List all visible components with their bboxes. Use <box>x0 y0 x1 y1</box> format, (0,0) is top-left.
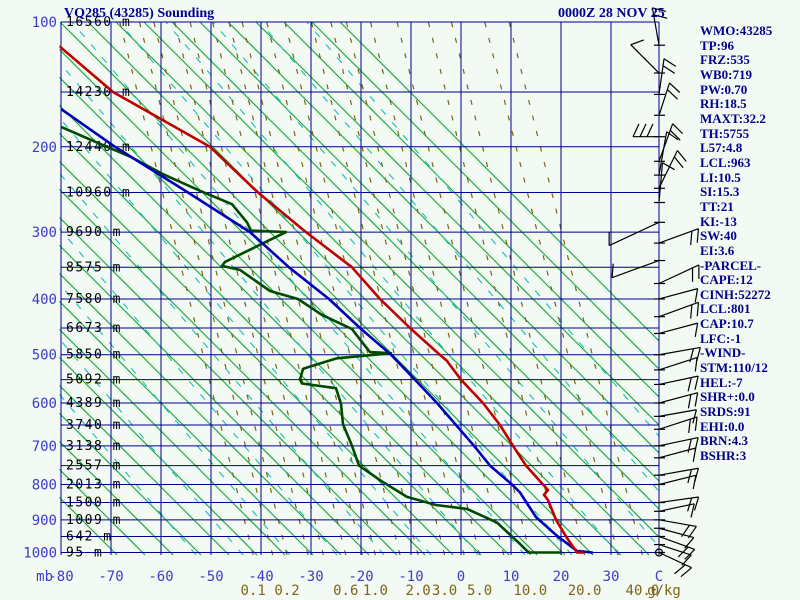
height-label: 5092 m <box>66 373 122 388</box>
mixing-ratio-label: 20.0 <box>568 583 602 599</box>
stat-line: STM:110/12 <box>700 360 768 376</box>
chart-title: VQ285 (43285) Sounding <box>64 6 215 21</box>
mixing-ratio-label: 0.2 <box>274 583 299 599</box>
mixing-ratio-lines <box>119 22 643 556</box>
station-marker <box>654 548 664 557</box>
pressure-tick-label: 700 <box>32 439 57 455</box>
mixing-ratio-label: 1.0 <box>363 583 388 599</box>
height-label: 10960 m <box>66 186 131 201</box>
pressure-tick-label: 600 <box>32 396 57 412</box>
pressure-tick-label: 500 <box>32 348 57 364</box>
mixing-ratio-labels: 0.1 0.2 0.6 1.0 2.0 3.0 5.0 10.0 20.0 40.0g/kg <box>240 583 680 599</box>
mixing-ratio-label: 2.0 <box>405 583 430 599</box>
stat-line: WMO:43285 <box>700 23 773 38</box>
mixing-ratio-label: 5.0 <box>467 583 492 599</box>
temp-tick-label: 30 <box>603 569 620 585</box>
pressure-tick-label: 900 <box>32 513 57 529</box>
wind-barbs <box>608 7 701 578</box>
height-label: 14230 m <box>66 85 131 100</box>
temp-tick-label: -70 <box>98 569 123 585</box>
sounding-datetime: 0000Z 28 NOV 25 <box>558 6 665 21</box>
pressure-unit-label: mb <box>36 569 53 585</box>
temp-unit-label: C <box>655 569 663 585</box>
temp-tick-label: 10 <box>503 569 520 585</box>
stat-line: PW:0.70 <box>700 81 748 97</box>
height-label: 642 m <box>66 529 113 544</box>
height-label: 2013 m <box>66 478 122 493</box>
pressure-labels: 100 200 300 400 500 600 700 800 900 1000 mb <box>23 15 57 585</box>
pressure-tick-label: 100 <box>32 15 57 31</box>
stat-line: LI:10.5 <box>700 169 741 185</box>
stat-line: BRN:4.3 <box>700 433 749 449</box>
height-label: 2557 m <box>66 459 122 474</box>
mixing-ratio-label: 0.6 <box>333 583 358 599</box>
height-label: 3740 m <box>66 418 122 433</box>
pressure-tick-label: 400 <box>32 292 57 308</box>
stat-line: L57:4.8 <box>700 140 743 156</box>
stat-line: SHR+:0.0 <box>700 389 755 405</box>
stat-line: RH:18.5 <box>700 96 747 112</box>
stat-line: TT:21 <box>700 198 734 214</box>
wet-bulb-curve <box>60 108 594 554</box>
temperature-curve <box>59 45 585 554</box>
stat-line: -PARCEL- <box>700 257 762 273</box>
pressure-tick-label: 800 <box>32 478 57 494</box>
stat-line: HEL:-7 <box>700 374 743 390</box>
mixing-ratio-label: 10.0 <box>513 583 547 599</box>
stat-line: CAPE:12 <box>700 272 753 288</box>
height-label: 5850 m <box>66 348 122 363</box>
pressure-tick-label: 300 <box>32 225 57 241</box>
mixing-unit-label: g/kg <box>647 583 681 599</box>
stat-line: FRZ:535 <box>700 52 750 68</box>
stat-line: MAXT:32.2 <box>700 110 766 126</box>
temp-tick-label: -80 <box>48 569 73 585</box>
stat-line: CINH:52272 <box>700 286 771 302</box>
height-label: 7580 m <box>66 292 122 307</box>
height-label: 16560 m <box>66 15 131 30</box>
stat-line: SW:40 <box>700 228 737 244</box>
pressure-tick-label: 200 <box>32 140 57 156</box>
height-label: 9690 m <box>66 225 122 240</box>
height-label: 8575 m <box>66 260 122 275</box>
temp-tick-label: -60 <box>148 569 173 585</box>
stat-line: TP:96 <box>700 37 734 53</box>
stat-line: EHI:0.0 <box>700 418 745 434</box>
stat-line: LCL:801 <box>700 301 751 317</box>
stat-line: TH:5755 <box>700 125 750 141</box>
dewpoint-curve <box>60 126 562 554</box>
height-label: 4389 m <box>66 396 122 411</box>
mixing-ratio-label: 3.0 <box>432 583 457 599</box>
stat-line: BSHR:3 <box>700 448 747 464</box>
mixing-ratio-label: 40.0 <box>626 583 660 599</box>
stat-line: EI:3.6 <box>700 242 735 258</box>
height-label: 1009 m <box>66 513 122 528</box>
stat-line: -WIND- <box>700 345 746 361</box>
height-label: 3138 m <box>66 439 122 454</box>
temp-tick-label: 0 <box>457 569 465 585</box>
temp-tick-label: -10 <box>398 569 423 585</box>
temp-tick-label: -50 <box>198 569 223 585</box>
temp-tick-label: 20 <box>553 569 570 585</box>
height-label: 95 m <box>66 545 103 560</box>
temp-tick-label: -40 <box>248 569 273 585</box>
stats-panel: WMO:43285 TP:96 FRZ:535 WB0:719 PW:0.70 RH:18… <box>700 23 773 464</box>
grid <box>60 21 660 555</box>
temperature-labels: -80 -70 -60 -50 -40 -30 -20 -10 0 10 20 30 C <box>48 569 663 585</box>
stat-line: KI:-13 <box>700 213 737 229</box>
height-label: 6673 m <box>66 321 122 336</box>
stat-line: WB0:719 <box>700 66 752 82</box>
stat-line: LCL:963 <box>700 154 751 170</box>
stat-line: LFC:-1 <box>700 330 742 346</box>
height-label: 1500 m <box>66 496 122 511</box>
mixing-ratio-label: 0.1 <box>240 583 265 599</box>
stat-line: CAP:10.7 <box>700 316 754 332</box>
temp-tick-label: -20 <box>348 569 373 585</box>
temp-tick-label: -30 <box>298 569 323 585</box>
pressure-tick-label: 1000 <box>23 545 57 561</box>
stat-line: SI:15.3 <box>700 184 740 200</box>
stat-line: SRDS:91 <box>700 404 751 420</box>
